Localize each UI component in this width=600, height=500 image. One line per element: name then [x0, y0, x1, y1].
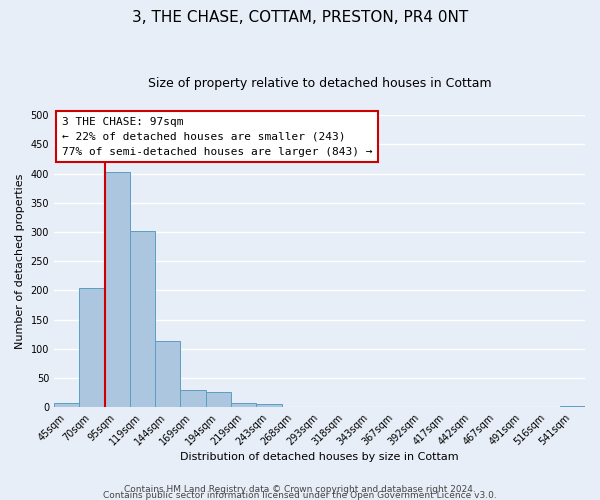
Bar — [54, 402, 79, 407]
Title: Size of property relative to detached houses in Cottam: Size of property relative to detached ho… — [148, 78, 491, 90]
Text: Contains public sector information licensed under the Open Government Licence v3: Contains public sector information licen… — [103, 490, 497, 500]
Bar — [181, 390, 206, 407]
Bar — [560, 406, 585, 407]
Text: 3 THE CHASE: 97sqm
← 22% of detached houses are smaller (243)
77% of semi-detach: 3 THE CHASE: 97sqm ← 22% of detached hou… — [62, 117, 372, 156]
X-axis label: Distribution of detached houses by size in Cottam: Distribution of detached houses by size … — [180, 452, 459, 462]
Text: Contains HM Land Registry data © Crown copyright and database right 2024.: Contains HM Land Registry data © Crown c… — [124, 484, 476, 494]
Bar — [256, 404, 281, 407]
Bar — [130, 231, 155, 408]
Text: 3, THE CHASE, COTTAM, PRESTON, PR4 0NT: 3, THE CHASE, COTTAM, PRESTON, PR4 0NT — [132, 10, 468, 25]
Bar — [104, 172, 130, 408]
Bar — [155, 342, 181, 407]
Bar — [206, 392, 231, 407]
Bar — [231, 403, 256, 407]
Y-axis label: Number of detached properties: Number of detached properties — [15, 174, 25, 349]
Bar — [79, 288, 104, 408]
